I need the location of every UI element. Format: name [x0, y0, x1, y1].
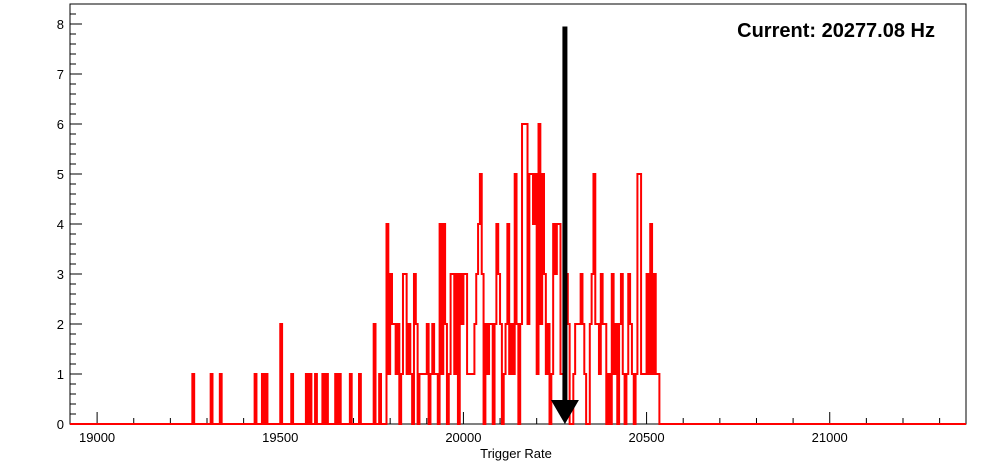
- y-tick-label: 7: [57, 67, 64, 82]
- y-tick-label: 5: [57, 167, 64, 182]
- y-tick-label: 0: [57, 417, 64, 432]
- x-tick-label: 19500: [262, 430, 298, 445]
- x-tick-label: 20000: [445, 430, 481, 445]
- y-tick-label: 1: [57, 367, 64, 382]
- x-tick-label: 19000: [79, 430, 115, 445]
- axis-ticks: [70, 3, 941, 425]
- x-tick-label: 20500: [628, 430, 664, 445]
- current-rate-label: Current: 20277.08 Hz: [737, 20, 935, 42]
- arrow-head-icon: [550, 400, 579, 424]
- x-axis-title: Trigger Rate: [480, 446, 552, 461]
- y-tick-label: 4: [57, 217, 64, 232]
- x-tick-labels: 19000 19500 20000 20500 21000: [79, 430, 848, 445]
- y-tick-label: 8: [57, 17, 64, 32]
- current-rate-arrow: [550, 26, 579, 424]
- x-tick-label: 21000: [812, 430, 848, 445]
- histogram-series: [70, 123, 966, 425]
- y-tick-label: 3: [57, 267, 64, 282]
- y-tick-label: 6: [57, 117, 64, 132]
- y-tick-labels: 0 1 2 3 4 5 6 7 8: [57, 17, 64, 432]
- y-tick-label: 2: [57, 317, 64, 332]
